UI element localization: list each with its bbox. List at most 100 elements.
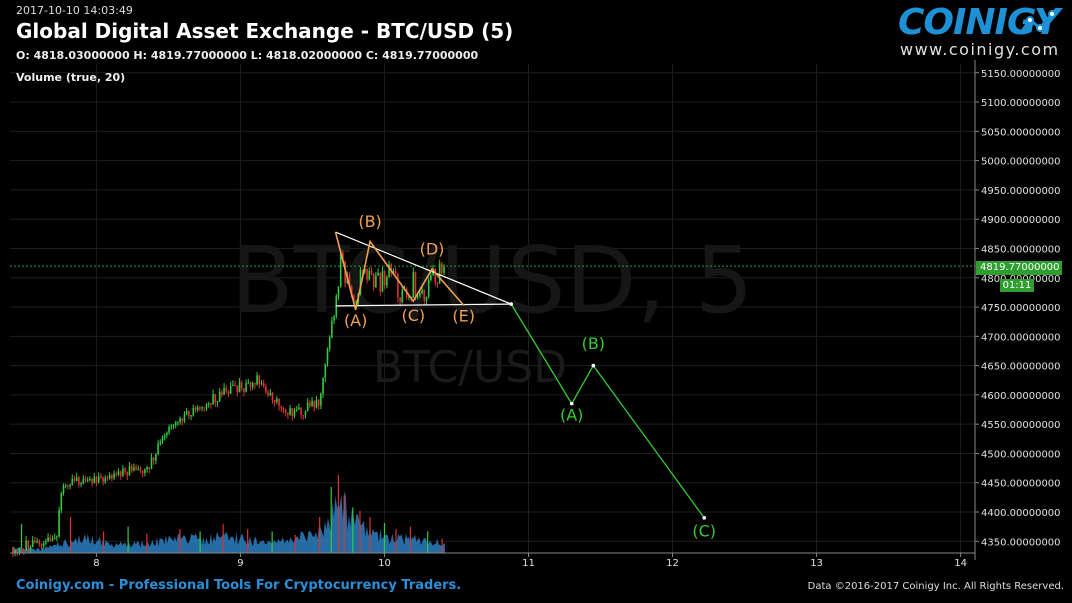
x-tick-label: 13 xyxy=(810,558,823,569)
candle-body xyxy=(392,270,395,274)
candle-body xyxy=(342,252,344,262)
candle-body xyxy=(78,477,80,485)
candle-body xyxy=(399,297,401,302)
y-tick-label: 4500.00000000 xyxy=(981,449,1061,460)
candle-body xyxy=(366,268,368,280)
candle-body xyxy=(161,437,164,442)
candle-body xyxy=(128,466,131,476)
candle-body xyxy=(58,510,60,537)
candle-body xyxy=(40,544,43,547)
logo-url: www.coinigy.com xyxy=(900,40,1060,59)
candle-body xyxy=(38,541,41,545)
candle-body xyxy=(245,383,247,392)
candle-body xyxy=(89,479,91,481)
orange-wave-label: (C) xyxy=(401,306,425,325)
candle-body xyxy=(133,467,135,471)
candle-body xyxy=(16,550,19,552)
candle-body xyxy=(47,537,49,542)
candle-body xyxy=(137,468,140,470)
candle-body xyxy=(416,296,419,298)
candle-body xyxy=(359,270,362,294)
candle-body xyxy=(368,270,371,280)
candle-body xyxy=(80,483,82,485)
candle-body xyxy=(377,272,379,276)
candle-body xyxy=(166,432,168,436)
coinigy-logo[interactable]: COINIGY www.coinigy.com xyxy=(896,2,1068,60)
watermark-symbol: BTC/USD, 5 xyxy=(231,227,754,334)
candle-body xyxy=(276,398,278,402)
candle-body xyxy=(196,407,199,410)
footer-tagline[interactable]: Coinigy.com - Professional Tools For Cry… xyxy=(16,578,462,593)
candle-body xyxy=(71,478,74,486)
y-tick-label: 5050.00000000 xyxy=(981,127,1061,138)
candle-body xyxy=(212,394,214,405)
candle-body xyxy=(311,401,313,407)
candle-body xyxy=(394,270,397,274)
candle-body xyxy=(86,479,89,481)
candle-body xyxy=(408,296,410,298)
candle-body xyxy=(95,476,98,483)
candle-body xyxy=(67,485,69,487)
candle-body xyxy=(353,295,355,304)
candle-body xyxy=(100,476,102,478)
y-tick-label: 4650.00000000 xyxy=(981,362,1061,373)
candle-body xyxy=(238,382,241,393)
volume-indicator-label[interactable]: Volume (true, 20) xyxy=(16,71,126,84)
candle-body xyxy=(155,454,157,461)
candle-body xyxy=(267,392,269,396)
candle-body xyxy=(91,479,93,483)
green-wave-node xyxy=(702,516,707,520)
candle-body xyxy=(201,407,203,409)
y-tick-label: 5150.00000000 xyxy=(981,69,1061,80)
candle-body xyxy=(45,541,47,544)
candle-body xyxy=(25,540,27,551)
candle-body xyxy=(168,426,170,433)
candle-body xyxy=(203,407,206,409)
candle-body xyxy=(386,276,388,286)
candle-body xyxy=(49,537,52,541)
candle-body xyxy=(97,476,100,483)
y-tick-label: 4900.00000000 xyxy=(981,215,1061,226)
candle-body xyxy=(254,383,256,385)
green-wave-node xyxy=(569,401,574,406)
candle-body xyxy=(146,467,148,470)
y-tick-label: 4600.00000000 xyxy=(981,391,1061,402)
candle-body xyxy=(64,485,67,487)
candle-body xyxy=(115,473,118,475)
candle-body xyxy=(309,402,311,407)
candle-body xyxy=(423,289,426,301)
candle-body xyxy=(192,407,195,416)
candle-body xyxy=(260,383,263,385)
candle-body xyxy=(102,477,104,482)
candle-body xyxy=(317,399,320,406)
candle-body xyxy=(108,475,111,479)
watermark-pair: BTC/USD xyxy=(373,342,567,393)
candle-body xyxy=(51,538,54,541)
x-tick-label: 9 xyxy=(237,558,243,569)
candle-body xyxy=(135,467,137,470)
candle-body xyxy=(289,408,291,415)
y-tick-label: 4550.00000000 xyxy=(981,420,1061,431)
candle-body xyxy=(23,549,25,551)
x-tick-label: 11 xyxy=(522,558,535,569)
candle-body xyxy=(348,275,351,287)
candle-body xyxy=(306,402,309,412)
volume-area xyxy=(12,490,445,553)
candle-body xyxy=(284,409,287,413)
orange-wave-label: (A) xyxy=(344,311,367,330)
candle-body xyxy=(141,470,144,474)
y-tick-label: 4700.00000000 xyxy=(981,332,1061,343)
candle-body xyxy=(320,393,322,406)
candle-body xyxy=(315,399,318,408)
footer-copyright: Data ©2016-2017 Coinigy Inc. All Rights … xyxy=(807,581,1064,592)
triangle-lower-line xyxy=(335,303,512,307)
candle-body xyxy=(144,469,146,474)
candle-body xyxy=(69,485,71,487)
candle-body xyxy=(75,477,78,482)
candle-body xyxy=(421,289,423,294)
orange-wave-label: (B) xyxy=(358,212,381,231)
candle-body xyxy=(12,547,14,553)
candle-body xyxy=(388,264,390,277)
candle-body xyxy=(207,403,210,405)
